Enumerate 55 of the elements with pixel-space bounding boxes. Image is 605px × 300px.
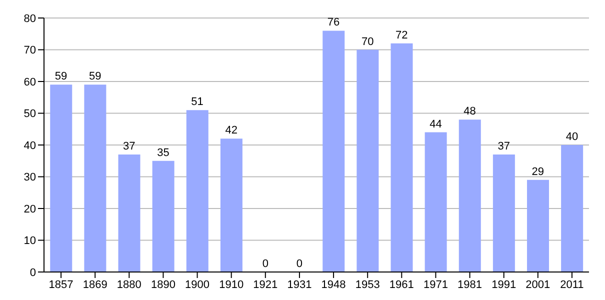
data-label: 37 [498, 140, 510, 153]
x-tick-label: 1953 [355, 278, 380, 291]
x-tick-label: 1921 [253, 278, 278, 291]
y-tick-label: 10 [24, 235, 36, 248]
y-tick-label: 60 [24, 76, 36, 88]
y-tick-label: 30 [24, 172, 36, 184]
x-tick-label: 1900 [185, 278, 210, 291]
data-label: 48 [464, 106, 476, 118]
x-tick-label: 1948 [321, 278, 346, 291]
bar [390, 43, 413, 272]
x-tick-label: 1880 [116, 278, 142, 291]
data-label: 59 [88, 70, 102, 83]
x-tick-label: 2011 [560, 278, 584, 291]
data-label: 72 [396, 29, 408, 42]
bar [186, 110, 208, 272]
bar [152, 160, 174, 272]
y-tick-label: 50 [24, 108, 36, 120]
bar [424, 132, 447, 272]
data-label: 44 [430, 118, 442, 130]
data-label: 0 [296, 258, 303, 270]
data-label: 0 [262, 258, 268, 270]
data-label: 59 [54, 70, 68, 83]
x-tick-label: 2001 [526, 278, 550, 291]
data-label: 35 [157, 146, 170, 159]
x-tick-label: 1890 [150, 278, 176, 291]
bar [220, 138, 242, 272]
x-tick-label: 1857 [48, 278, 74, 291]
data-label: 51 [191, 96, 204, 108]
bar [561, 145, 584, 272]
data-label: 29 [532, 166, 544, 178]
data-label: 76 [327, 16, 340, 29]
bar [50, 84, 72, 272]
bar [527, 180, 550, 272]
y-tick-label: 40 [24, 140, 36, 152]
bar [84, 84, 106, 272]
bar [322, 30, 345, 272]
bar [118, 154, 140, 272]
x-tick-label: 1931 [287, 278, 312, 291]
y-tick-label: 20 [24, 203, 36, 216]
y-tick-label: 80 [24, 12, 36, 25]
data-label: 37 [123, 140, 136, 153]
y-tick-label: 70 [24, 44, 36, 57]
x-tick-label: 1991 [492, 278, 516, 291]
data-label: 40 [566, 131, 578, 143]
bar [356, 50, 379, 272]
x-tick-label: 1961 [389, 278, 414, 291]
bar [492, 154, 515, 272]
x-tick-label: 1981 [458, 278, 482, 291]
x-tick-label: 1971 [423, 278, 448, 291]
data-label: 70 [361, 36, 374, 48]
bar [458, 120, 481, 272]
data-label: 42 [225, 124, 238, 137]
x-tick-label: 1869 [82, 278, 108, 291]
y-tick-label: 0 [30, 266, 36, 279]
x-tick-label: 1910 [219, 278, 244, 291]
